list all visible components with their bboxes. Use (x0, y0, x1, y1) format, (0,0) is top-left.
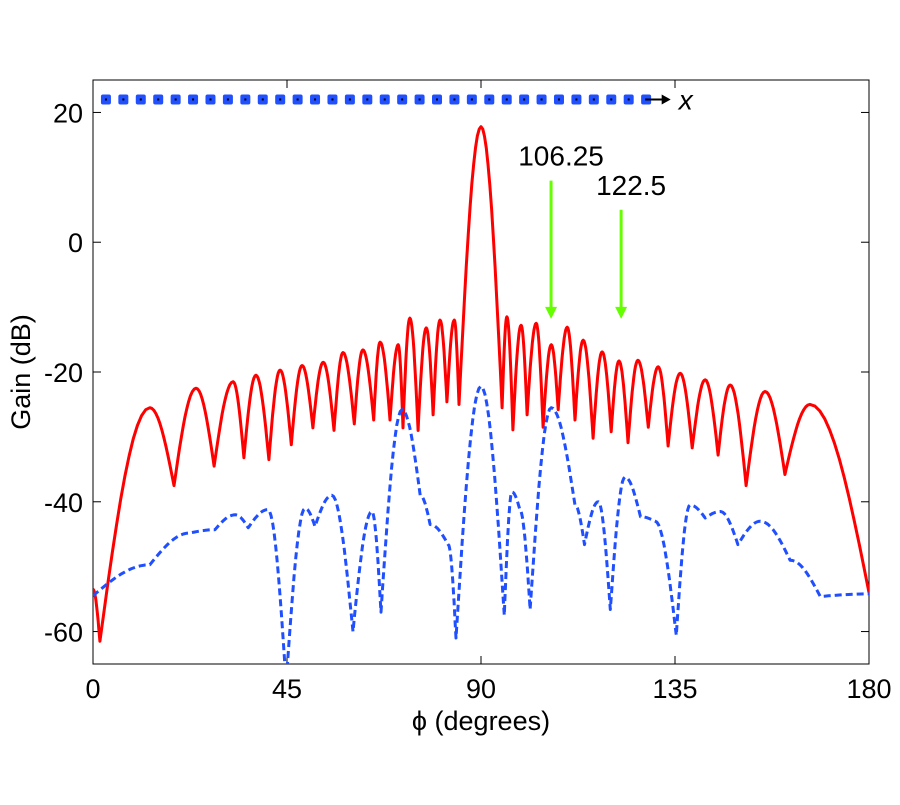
array-element-center (192, 98, 195, 101)
array-element-center (139, 98, 142, 101)
y-tick-label: -40 (44, 488, 83, 518)
array-element-center (557, 98, 560, 101)
annotation-label: 106.25 (518, 141, 604, 172)
y-tick-label: -20 (44, 358, 83, 388)
arrow-head-icon (661, 94, 671, 105)
x-direction-label: x (677, 84, 694, 115)
array-element-center (261, 98, 264, 101)
x-tick-label: 0 (85, 674, 100, 704)
array-element-center (209, 98, 212, 101)
array-element-center (418, 98, 421, 101)
x-tick-label: 135 (652, 674, 697, 704)
array-element-center (366, 98, 369, 101)
y-tick-label: -60 (44, 618, 83, 648)
array-element-center (627, 98, 630, 101)
array-element-center (592, 98, 595, 101)
array-element-center (575, 98, 578, 101)
array-element-center (540, 98, 543, 101)
array-element-center (401, 98, 404, 101)
x-tick-label: 45 (272, 674, 302, 704)
array-element-center (610, 98, 613, 101)
array-element-center (174, 98, 177, 101)
y-tick-label: 0 (68, 228, 83, 258)
annotation-label: 122.5 (596, 170, 666, 201)
array-element-center (104, 98, 107, 101)
x-tick-label: 180 (846, 674, 891, 704)
x-axis-label: ϕ (degrees) (412, 706, 550, 736)
array-element-center (453, 98, 456, 101)
array-element-center (383, 98, 386, 101)
series-blue-dashed (93, 384, 869, 664)
array-element-center (157, 98, 160, 101)
array-element-center (505, 98, 508, 101)
array-element-center (331, 98, 334, 101)
arrow-head-icon (545, 306, 558, 319)
array-element-center (348, 98, 351, 101)
array-element-center (436, 98, 439, 101)
array-element-center (296, 98, 299, 101)
plot-area (92, 79, 870, 665)
array-element-center (470, 98, 473, 101)
x-tick-label: 90 (466, 674, 496, 704)
arrow-head-icon (615, 306, 628, 319)
y-axis-label: Gain (dB) (6, 314, 36, 430)
array-element-center (314, 98, 317, 101)
series-red-solid (93, 125, 869, 643)
y-tick-label: 20 (53, 98, 83, 128)
array-element-center (122, 98, 125, 101)
array-element-center (244, 98, 247, 101)
array-element-center (226, 98, 229, 101)
array-element-center (488, 98, 491, 101)
array-element-center (279, 98, 282, 101)
array-element-center (523, 98, 526, 101)
